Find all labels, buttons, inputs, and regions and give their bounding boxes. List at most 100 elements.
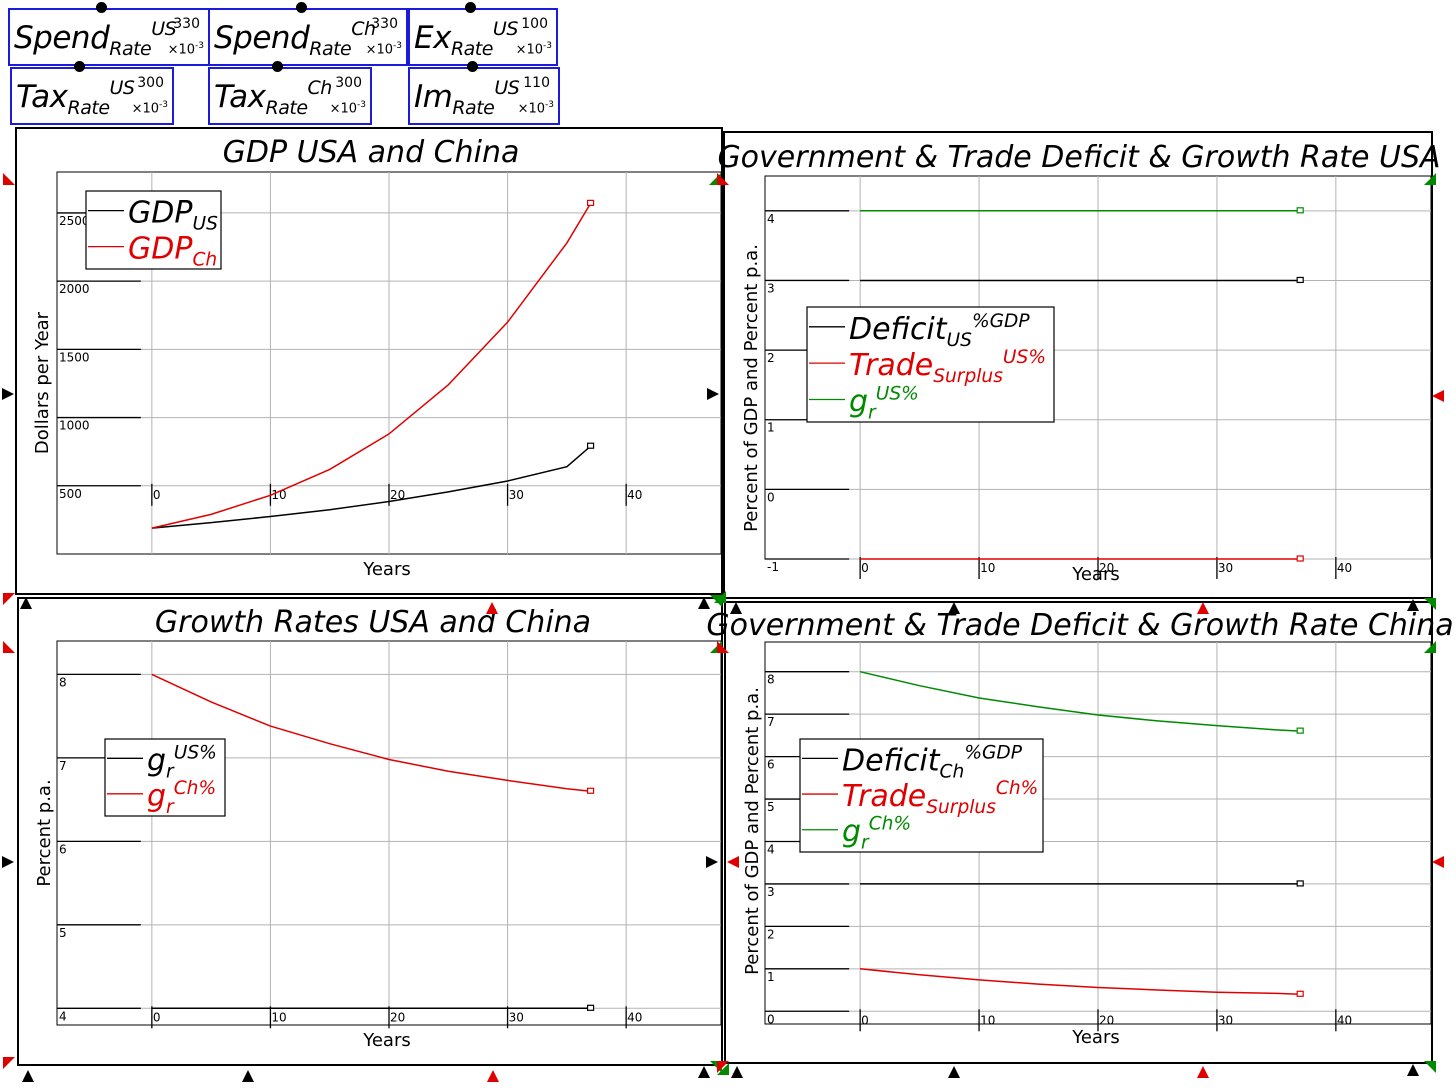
legend (104, 738, 226, 817)
x-tick-label: 0 (153, 488, 161, 502)
series-end-marker (1296, 990, 1304, 997)
series-end-marker (1296, 880, 1304, 887)
y-tick-label: 7 (767, 715, 775, 729)
x-tick-label: 40 (627, 488, 642, 502)
series-line (151, 445, 592, 529)
im-rate-us-slider[interactable]: ImRateUS 110 ×10-3 (408, 61, 560, 125)
chart-panel-4: 0 10 20 30 40 0 1 2 3 4 5 6 7 8 Government & Trade Def… (706, 601, 1454, 1064)
y-tick-label: 2 (767, 351, 775, 365)
chart-panel-3: 0 10 20 30 40 4 5 6 7 8 Growth Rates USA and China… (17, 597, 723, 1066)
resize-arrow-icon (731, 1066, 743, 1078)
param-value: 330 (371, 16, 398, 32)
y-tick-label: 5 (767, 800, 775, 814)
resize-arrow-icon (3, 173, 15, 185)
y-axis-label: Percent of GDP and Percent p.a. (742, 687, 763, 975)
spend-rate-ch-slider[interactable]: SpendRateCh 330 ×10-3 (208, 2, 408, 66)
slider-handle[interactable] (296, 2, 307, 13)
resize-arrow-icon (487, 1070, 499, 1082)
resize-arrow-icon (706, 856, 718, 868)
chart-title: Government & Trade Deficit & Growth Rate… (706, 608, 1453, 643)
legend-entry: TradeSurplusUS% (849, 347, 1046, 387)
y-tick-label: 8 (767, 673, 775, 687)
x-tick-label: 0 (861, 1013, 869, 1027)
x-tick-label: 30 (509, 488, 524, 502)
chart-title: Government & Trade Deficit & Growth Rate… (717, 140, 1440, 175)
y-tick-label: 2 (767, 927, 775, 941)
param-scale: ×10-3 (515, 41, 552, 58)
series-end-marker (586, 442, 595, 449)
series-line (151, 673, 591, 793)
x-tick-label: 0 (153, 1010, 161, 1024)
x-tick-label: 10 (271, 1010, 286, 1024)
param-value: 330 (173, 16, 200, 32)
resize-arrow-icon (948, 1066, 960, 1078)
series-end-marker (1296, 207, 1304, 214)
y-tick-label: 2500 (59, 214, 90, 228)
slider-handle[interactable] (467, 61, 478, 72)
param-scale: ×10-3 (131, 100, 168, 117)
spend-rate-us-slider[interactable]: SpendRateUS 330 ×10-3 (8, 2, 210, 66)
y-tick-label: 1 (767, 421, 775, 435)
x-axis-label: Years (1071, 564, 1120, 585)
slider-handle[interactable] (74, 61, 85, 72)
legend (806, 306, 1055, 423)
resize-arrow-icon (1424, 641, 1436, 653)
legend (799, 738, 1044, 853)
tax-rate-ch-slider[interactable]: TaxRateCh 300 ×10-3 (208, 61, 372, 125)
x-tick-label: 10 (980, 1013, 995, 1027)
y-tick-label: 5 (59, 926, 67, 940)
y-tick-label: 3 (767, 281, 775, 295)
param-scale: ×10-3 (517, 100, 554, 117)
x-axis-label: Years (362, 559, 411, 580)
resize-arrow-icon (3, 593, 15, 605)
x-tick-label: 10 (271, 488, 286, 502)
slider-handle[interactable] (272, 61, 283, 72)
param-scale: ×10-3 (167, 41, 204, 58)
series-end-marker (1296, 727, 1304, 734)
series-end-marker (586, 199, 595, 206)
y-tick-label: 4 (59, 1009, 67, 1023)
legend (85, 190, 222, 270)
x-tick-label: 20 (390, 488, 405, 502)
x-tick-label: 0 (861, 561, 869, 575)
resize-arrow-icon (1432, 856, 1444, 868)
y-tick-label: 0 (767, 1012, 775, 1026)
y-tick-label: 6 (767, 758, 775, 772)
chart-panel-2: 0 10 20 30 40 -1 0 1 2 3 4 Government & Trade Defic… (717, 131, 1441, 599)
y-axis-label: Percent p.a. (34, 779, 55, 886)
ex-rate-us-slider[interactable]: ExRateUS 100 ×10-3 (408, 2, 558, 66)
param-value: 300 (335, 75, 362, 91)
legend-entry: grUS% (147, 742, 217, 782)
resize-arrow-icon (3, 1057, 15, 1069)
legend-entry: GDPUS (128, 196, 218, 235)
slider-handle[interactable] (465, 2, 476, 13)
tax-rate-us-slider[interactable]: TaxRateUS 300 ×10-3 (10, 61, 174, 125)
y-tick-label: 500 (59, 487, 82, 501)
y-tick-label: 0 (767, 490, 775, 504)
y-tick-label: 3 (767, 885, 775, 899)
chart-panel-1: 0 10 20 30 40 500 1000 1500 2000 2500 GDP USA and … (15, 127, 723, 595)
x-tick-label: 40 (627, 1010, 642, 1024)
x-tick-label: 10 (980, 561, 995, 575)
y-tick-label: 8 (59, 675, 67, 689)
chart-title: GDP USA and China (223, 135, 520, 170)
y-tick-label: 4 (767, 212, 775, 226)
resize-arrow-icon (717, 641, 729, 653)
series-line (859, 670, 1301, 732)
resize-arrow-icon (2, 388, 14, 400)
y-tick-label: 4 (767, 842, 775, 856)
legend-entry: DeficitCh%GDP (842, 742, 1023, 782)
resize-arrow-icon (1197, 602, 1209, 614)
resize-arrow-icon (3, 641, 15, 653)
x-axis-label: Years (1071, 1027, 1120, 1048)
y-tick-label: 6 (59, 842, 67, 856)
resize-arrow-icon (1197, 1066, 1209, 1078)
slider-handle[interactable] (96, 2, 107, 13)
legend-entry: DeficitUS%GDP (849, 311, 1030, 351)
series-line (151, 203, 592, 529)
chart-title: Growth Rates USA and China (155, 605, 591, 640)
y-tick-label: 1000 (59, 419, 90, 433)
resize-arrow-icon (707, 388, 719, 400)
resize-arrow-icon (486, 602, 498, 614)
